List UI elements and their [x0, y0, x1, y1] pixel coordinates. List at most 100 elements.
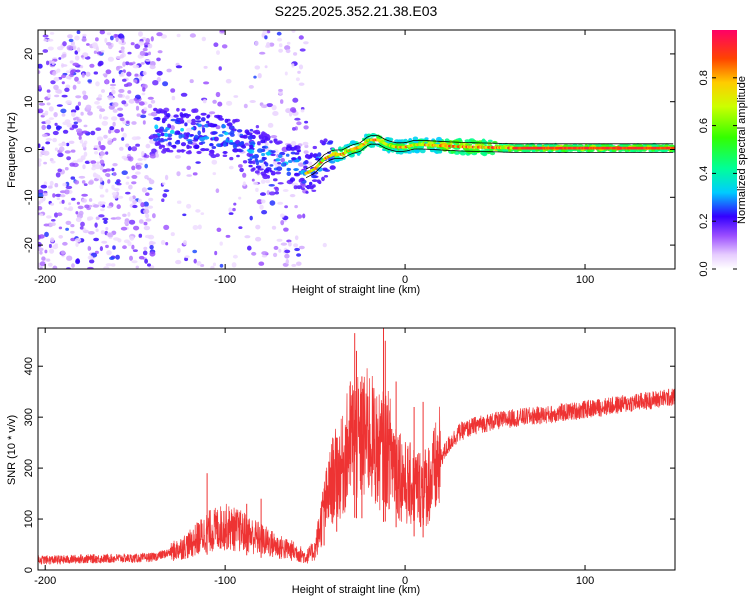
heatmap-cell [254, 170, 260, 174]
heatmap-cell [622, 144, 629, 148]
heatmap-cell [79, 65, 84, 69]
heatmap-cell [74, 76, 79, 82]
heatmap-cell [91, 166, 96, 171]
heatmap-cell [203, 81, 210, 85]
heatmap-cell [284, 45, 291, 51]
heatmap-cell [77, 205, 84, 210]
heatmap-cell [38, 70, 41, 74]
heatmap-cell [232, 143, 238, 149]
heatmap-cell [56, 89, 63, 94]
heatmap-cell [81, 72, 85, 78]
heatmap-cell [288, 111, 293, 117]
heatmap-cell [252, 181, 259, 186]
heatmap-cell [94, 163, 101, 170]
heatmap-cell [87, 111, 93, 116]
heatmap-cell [295, 77, 300, 82]
heatmap-cell [280, 99, 284, 104]
heatmap-cell [209, 111, 216, 115]
heatmap-cell [111, 184, 115, 190]
heatmap-cell [96, 105, 103, 110]
heatmap-cell [249, 215, 253, 221]
heatmap-cell [137, 198, 142, 204]
heatmap-cell [117, 195, 124, 199]
heatmap-cell [107, 179, 111, 184]
heatmap-cell [149, 251, 156, 257]
heatmap-cell [228, 142, 235, 145]
heatmap-cell [294, 172, 299, 176]
heatmap-cell [186, 174, 192, 177]
heatmap-cell [103, 134, 108, 139]
heatmap-cell [46, 215, 52, 219]
heatmap-cell [407, 150, 412, 154]
heatmap-cell [38, 200, 44, 204]
heatmap-cell [113, 187, 120, 192]
heatmap-cell [129, 255, 133, 261]
heatmap-cell [47, 46, 54, 51]
heatmap-cell [242, 172, 247, 178]
heatmap-cell [260, 199, 266, 204]
heatmap-cell [121, 38, 125, 43]
heatmap-cell [100, 230, 105, 235]
heatmap-cell [260, 163, 265, 170]
heatmap-cell [249, 100, 256, 103]
heatmap-cell [144, 45, 149, 48]
heatmap-cell [44, 249, 48, 254]
heatmap-cell [203, 65, 208, 69]
heatmap-cell [252, 154, 258, 159]
heatmap-cell [239, 135, 246, 139]
heatmap-cell [132, 249, 138, 253]
heatmap-cell [256, 199, 263, 205]
heatmap-cell [80, 111, 84, 116]
heatmap-cell [110, 35, 114, 41]
heatmap-cell [142, 120, 146, 125]
heatmap-cell [72, 84, 77, 90]
heatmap-cell [278, 43, 283, 48]
heatmap-cell [52, 71, 57, 76]
heatmap-cell [212, 172, 217, 176]
heatmap-cell [202, 99, 207, 104]
heatmap-cell [312, 145, 317, 150]
heatmap-cell [163, 189, 170, 193]
heatmap-cell [131, 181, 137, 185]
heatmap-cell [71, 197, 76, 201]
heatmap-cell [278, 88, 283, 92]
heatmap-cell [127, 211, 131, 217]
heatmap-cell [76, 128, 83, 133]
heatmap-cell [251, 251, 257, 256]
heatmap-cell [47, 93, 51, 99]
heatmap-cell [49, 32, 55, 35]
heatmap-cell [143, 107, 148, 111]
heatmap-cell [50, 237, 55, 243]
heatmap-cell [48, 117, 55, 120]
heatmap-cell [169, 129, 175, 134]
heatmap-cell [112, 137, 117, 141]
heatmap-cell [105, 188, 109, 193]
heatmap-cell [481, 138, 486, 144]
heatmap-cell [489, 151, 496, 156]
heatmap-cell [122, 61, 126, 67]
heatmap-cell [298, 162, 305, 167]
heatmap-cell [303, 41, 309, 45]
heatmap-cell [79, 139, 84, 144]
heatmap-cell [120, 46, 125, 51]
heatmap-cell [46, 89, 51, 93]
heatmap-cell [144, 258, 149, 264]
heatmap-cell [293, 185, 298, 190]
heatmap-cell [81, 198, 88, 203]
heatmap-cell [311, 189, 317, 192]
heatmap-cell [57, 168, 62, 173]
heatmap-cell [139, 50, 146, 56]
heatmap-cell [174, 140, 181, 145]
heatmap-cell [149, 64, 156, 70]
heatmap-cell [131, 146, 138, 152]
heatmap-cell [309, 181, 313, 186]
heatmap-cell [200, 212, 205, 216]
heatmap-cell [213, 136, 219, 142]
heatmap-cell [61, 81, 65, 85]
heatmap-cell [460, 149, 465, 154]
heatmap-cell [277, 162, 282, 165]
heatmap-cell [261, 146, 266, 149]
heatmap-cell [190, 121, 197, 126]
heatmap-cell [44, 231, 49, 238]
heatmap-cell [82, 90, 87, 96]
